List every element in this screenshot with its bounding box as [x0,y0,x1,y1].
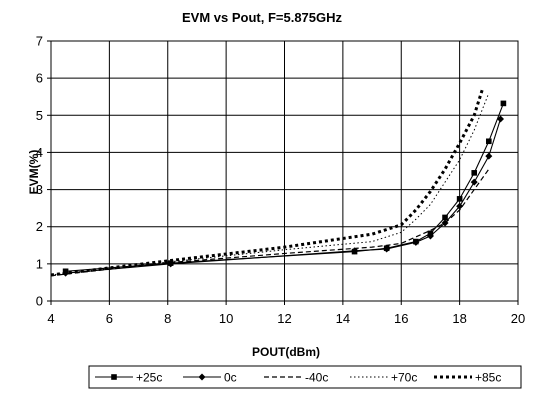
y-tick-label: 3 [36,182,43,197]
series-2 [50,168,490,277]
x-tick-label: 12 [277,311,291,326]
legend-marker [198,373,206,381]
x-axis-label: POUT(dBm) [252,345,320,359]
series-3 [50,92,490,276]
data-point [456,202,464,210]
legend-item: -40c [264,371,328,385]
legend-label: +70c [391,371,417,385]
x-tick-label: 8 [164,311,171,326]
series-group [50,86,507,277]
legend-label: 0c [224,371,237,385]
y-tick-label: 0 [36,294,43,309]
data-point [442,214,448,221]
legend-item: +25c [95,371,162,385]
data-point [426,232,434,240]
x-tick-label: 10 [219,311,233,326]
plot-area [50,40,519,302]
legend-label: +85c [475,371,501,385]
y-tick-label: 6 [36,71,43,86]
data-point [351,247,359,255]
data-point [485,152,493,160]
data-point [496,115,504,123]
legend-item: 0c [183,371,237,385]
data-point [412,238,420,246]
legend-marker [111,374,117,380]
x-tick-label: 18 [452,311,466,326]
legend-label: +25c [136,371,162,385]
chart-title: EVM vs Pout, F=5.875GHz [182,10,343,25]
x-tick-label: 4 [47,311,54,326]
legend: +25c 0c -40c +70c +85c [88,365,522,389]
y-tick-label: 2 [36,219,43,234]
legend-label: -40c [305,371,328,385]
legend-item: +70c [350,371,417,385]
data-point [471,170,478,176]
series-line [50,92,490,276]
y-axis-label: EVM(%) [27,150,41,195]
x-tick-label: 14 [336,311,350,326]
y-tick-label: 5 [36,108,43,123]
data-point [486,138,492,145]
data-point [500,100,507,107]
legend-item: +85c [434,371,501,385]
y-tick-label: 7 [36,34,43,49]
y-tick-label: 1 [36,256,43,271]
y-tick-label: 4 [36,145,43,160]
x-tick-label: 20 [511,311,525,326]
x-tick-label: 16 [394,311,408,326]
legend-box [88,365,522,389]
data-point [456,196,463,202]
data-point [470,178,478,186]
series-line [50,168,490,277]
data-point [383,245,391,253]
x-tick-label: 6 [106,311,113,326]
